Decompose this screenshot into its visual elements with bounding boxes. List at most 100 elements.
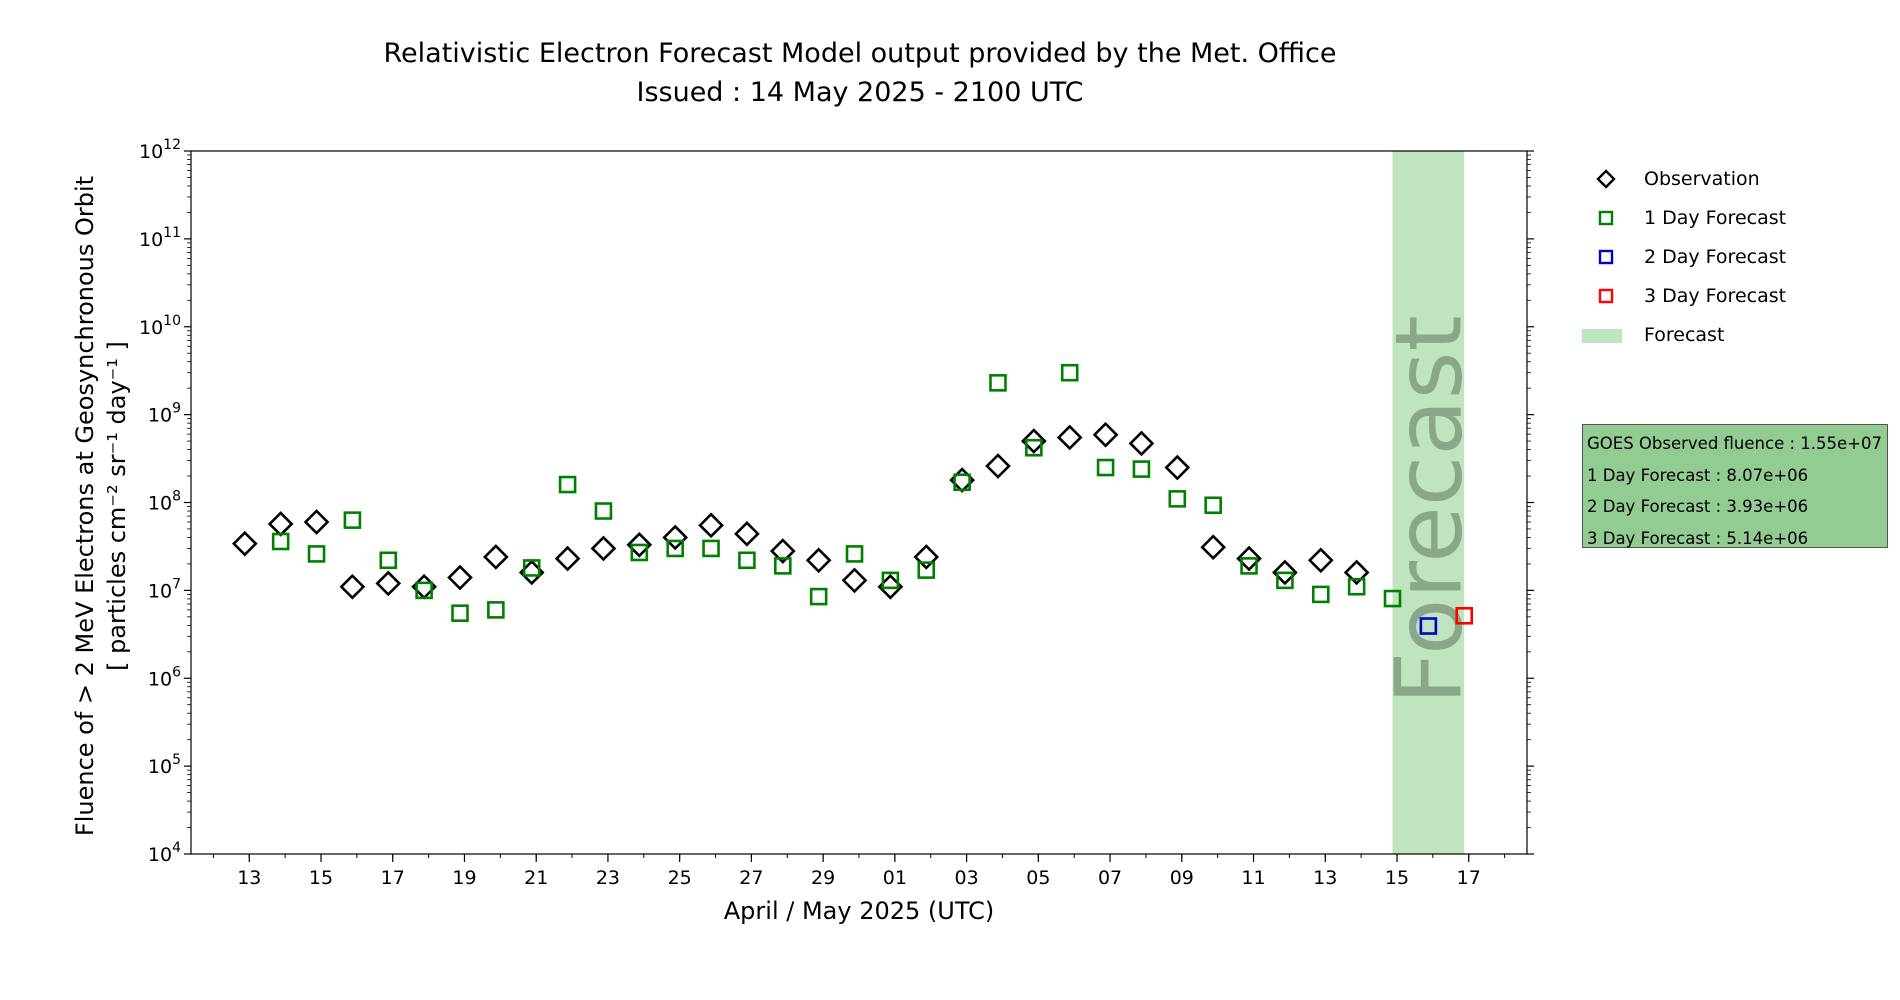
y-tick-label: 108	[148, 489, 181, 515]
forecast-point	[702, 539, 720, 558]
forecast-point	[773, 557, 792, 575]
forecast-point	[415, 581, 433, 600]
legend-diamond-marker	[1596, 169, 1616, 189]
y-tick-label: 105	[148, 752, 181, 778]
observation-point	[1236, 545, 1262, 572]
fluence-summary-box: GOES Observed fluence : 1.55e+07 1 Day F…	[1582, 424, 1888, 548]
forecast-point	[845, 545, 864, 563]
observation-point	[1092, 421, 1119, 448]
forecast-point	[379, 551, 398, 570]
x-tick-label: 15	[1385, 867, 1409, 889]
forecast-point	[917, 561, 936, 579]
observation-point	[1128, 430, 1155, 457]
y-tick-label: 1011	[139, 225, 181, 251]
forecast-point	[487, 601, 505, 619]
forecast-point	[1025, 438, 1043, 457]
x-tick-label: 05	[1026, 867, 1050, 889]
forecast-point	[1060, 363, 1079, 382]
x-axis-label: April / May 2025 (UTC)	[724, 897, 994, 925]
legend-square-marker	[1598, 288, 1614, 304]
x-tick-label: 13	[1313, 867, 1337, 889]
forecast-point	[630, 543, 649, 562]
observation-point	[841, 567, 868, 594]
one-day-forecast-fluence: 1 Day Forecast : 8.07e+06	[1587, 465, 1809, 485]
forecast-point	[1096, 458, 1115, 477]
forecast-point	[1204, 496, 1222, 515]
forecast-point	[558, 475, 577, 494]
legend-label: Forecast	[1644, 324, 1725, 346]
forecast-point	[343, 511, 362, 529]
forecast-point	[738, 551, 756, 570]
legend-square-marker	[1598, 249, 1614, 265]
x-tick-label: 19	[452, 867, 476, 889]
series-2-day-forecast	[1419, 617, 1438, 635]
x-tick-label: 27	[739, 867, 763, 889]
series-3-day-forecast	[1455, 606, 1474, 625]
y-tick-label: 106	[148, 664, 181, 690]
legend-square-marker	[1598, 210, 1614, 226]
x-tick-label: 15	[309, 867, 333, 889]
observation-point	[1307, 547, 1334, 574]
observation-point	[375, 570, 402, 597]
forecast-point	[1419, 617, 1438, 635]
series-layer	[231, 363, 1474, 635]
series-observation	[231, 421, 1370, 600]
observation-point	[303, 509, 330, 535]
legend-label: 1 Day Forecast	[1644, 207, 1787, 229]
chart-title: Relativistic Electron Forecast Model out…	[383, 38, 1337, 69]
y-tick-label: 1010	[139, 313, 181, 339]
forecast-band-label: Forecast	[1375, 315, 1482, 704]
observation-point	[447, 564, 473, 591]
observation-point	[231, 530, 258, 557]
legend-label: Observation	[1644, 168, 1760, 190]
x-tick-label: 03	[955, 867, 979, 889]
y-tick-label: 109	[148, 401, 181, 427]
forecast-point	[666, 539, 684, 558]
observation-point	[483, 544, 509, 570]
goes-observed-fluence: GOES Observed fluence : 1.55e+07	[1587, 434, 1882, 453]
forecast-point	[989, 374, 1007, 392]
x-tick-label: 17	[1457, 867, 1481, 889]
y-tick-label: 107	[148, 576, 181, 602]
observation-point	[769, 538, 796, 564]
y-axis-label-line2: [ particles cm⁻² sr⁻¹ day⁻¹ ]	[103, 341, 131, 671]
forecast-point	[1168, 490, 1187, 508]
x-tick-label: 21	[524, 867, 548, 889]
legend-band-swatch	[1582, 329, 1622, 343]
forecast-point	[1276, 571, 1294, 590]
legend-label: 3 Day Forecast	[1644, 285, 1787, 307]
observation-point	[590, 535, 617, 562]
observation-point	[1021, 428, 1047, 454]
plot-background	[191, 151, 1527, 854]
x-tick-label: 13	[237, 867, 261, 889]
forecast-point	[953, 473, 971, 492]
x-tick-label: 29	[811, 867, 835, 889]
forecast-point	[522, 559, 541, 577]
observation-point	[554, 545, 581, 572]
observation-point	[1200, 534, 1227, 561]
observation-point	[1272, 559, 1298, 586]
legend-label: 2 Day Forecast	[1644, 246, 1787, 268]
x-axis: 13 15 17 19 21 23 25 27 29 01 03 05 07 09 11 13 15 17	[212, 854, 1506, 889]
forecast-band-layer: Forecast	[1375, 151, 1482, 854]
x-tick-label: 11	[1241, 867, 1265, 889]
forecast-point	[1455, 606, 1474, 625]
observation-point	[1056, 424, 1083, 451]
x-tick-label: 23	[596, 867, 620, 889]
x-tick-label: 17	[381, 867, 405, 889]
x-tick-label: 01	[883, 867, 907, 889]
forecast-point	[1383, 589, 1402, 608]
forecast-point	[451, 604, 469, 622]
observation-point	[339, 573, 366, 600]
observation-point	[698, 512, 724, 539]
three-day-forecast-fluence: 3 Day Forecast : 5.14e+06	[1587, 528, 1809, 548]
forecast-point	[1311, 585, 1330, 604]
forecast-band	[1392, 151, 1465, 854]
forecast-point	[271, 532, 290, 551]
observation-point	[626, 531, 653, 558]
chart-subtitle: Issued : 14 May 2025 - 2100 UTC	[636, 77, 1084, 108]
observation-point	[985, 453, 1011, 479]
x-tick-label: 07	[1098, 867, 1122, 889]
forecast-point	[1347, 577, 1366, 596]
